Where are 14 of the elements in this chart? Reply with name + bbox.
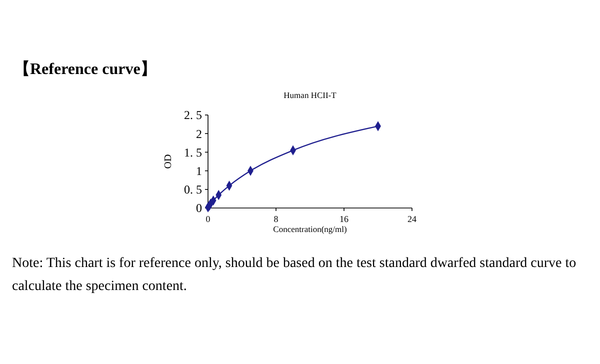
y-tick-label: 1. 5 <box>184 145 202 160</box>
y-tick-label: 0. 5 <box>184 182 202 197</box>
chart-title: Human HCII-T <box>284 90 338 100</box>
x-tick-label: 16 <box>340 214 349 224</box>
x-tick-label: 24 <box>408 214 417 224</box>
text: 【Reference curve】 <box>14 60 156 78</box>
y-tick-label: 2 <box>196 126 202 141</box>
y-tick-label: 1 <box>196 164 202 178</box>
x-tick-label: 0 <box>206 214 211 224</box>
x-axis-title: Concentration(ng/ml) <box>273 224 347 234</box>
y-axis-title: OD <box>163 154 174 169</box>
y-tick-label: 2. 5 <box>184 108 202 122</box>
x-tick-label: 8 <box>274 214 279 224</box>
text: Note: This chart is for reference only, should be based on the test standard dwarfed standard curve to calculate the specimen content. <box>12 255 578 296</box>
